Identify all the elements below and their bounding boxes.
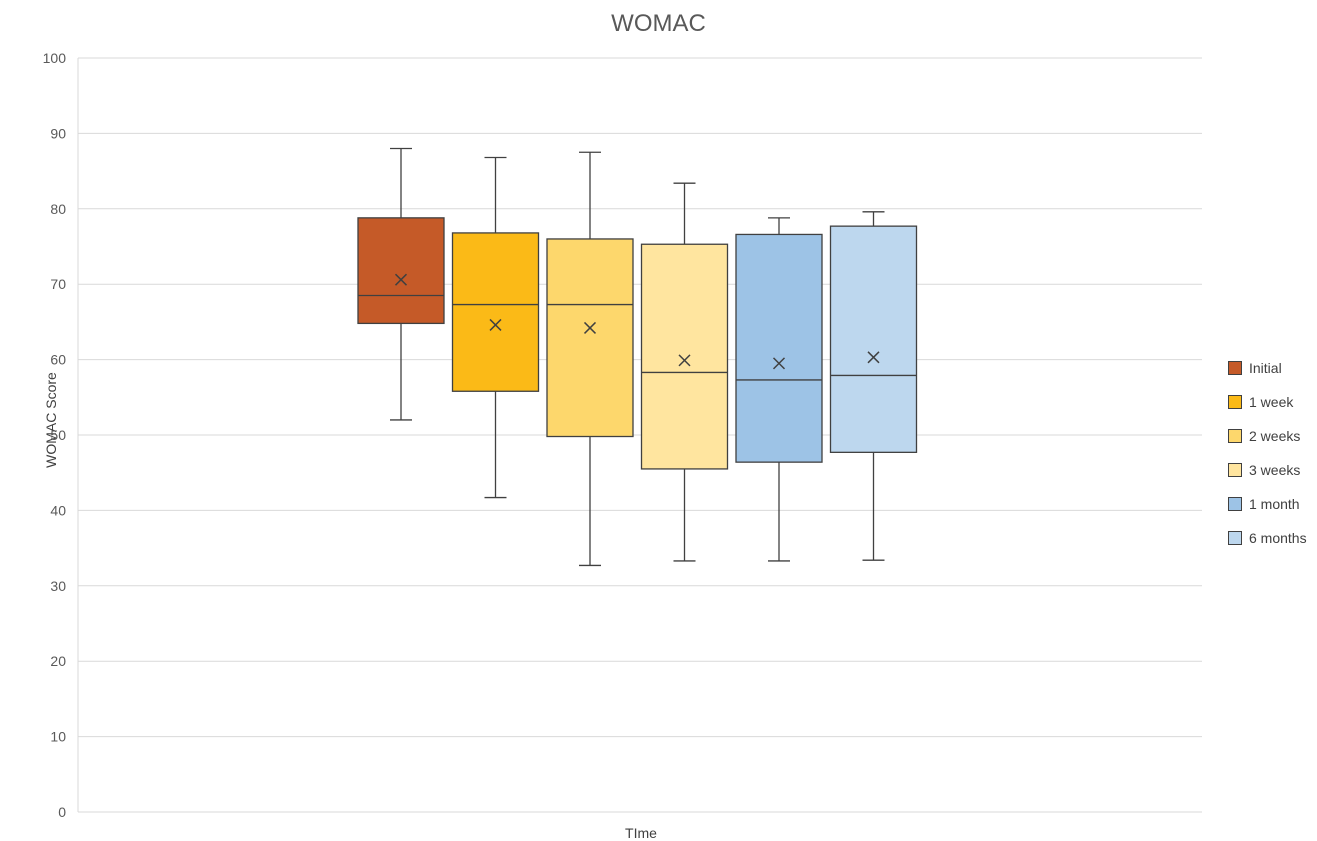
- mean-marker: [678, 354, 691, 367]
- box: [735, 233, 823, 463]
- box: [451, 232, 540, 392]
- chart-title: WOMAC: [611, 10, 706, 37]
- legend-swatch: [1228, 361, 1242, 375]
- x-axis-title: TIme: [625, 825, 657, 841]
- legend-item: 1 month: [1228, 487, 1307, 521]
- y-tick-label: 40: [50, 502, 66, 518]
- legend-item: 2 weeks: [1228, 419, 1307, 453]
- y-tick-label: 20: [50, 653, 66, 669]
- y-tick-label: 50: [50, 427, 66, 443]
- mean-marker: [583, 321, 597, 334]
- y-tick-label: 100: [43, 50, 67, 66]
- legend-label: 3 weeks: [1249, 462, 1301, 478]
- legend-label: 2 weeks: [1249, 428, 1301, 444]
- legend-label: 1 week: [1249, 394, 1294, 410]
- legend-swatch: [1228, 497, 1242, 511]
- legend-label: 1 month: [1249, 496, 1300, 512]
- box: [640, 243, 729, 470]
- box: [357, 217, 445, 325]
- legend-item: 3 weeks: [1228, 453, 1307, 487]
- legend-swatch: [1228, 531, 1242, 545]
- y-tick-label: 60: [50, 352, 66, 368]
- y-tick-label: 30: [50, 578, 66, 594]
- legend-item: 1 week: [1228, 385, 1307, 419]
- legend-item: Initial: [1228, 351, 1307, 385]
- y-tick-label: 0: [58, 804, 66, 820]
- legend-swatch: [1228, 395, 1242, 409]
- mean-marker: [772, 357, 786, 370]
- mean-marker: [867, 351, 880, 364]
- legend-label: Initial: [1249, 360, 1282, 376]
- legend: Initial 1 week 2 weeks 3 weeks 1 month 6 mont…: [1228, 351, 1307, 555]
- y-tick-label: 80: [50, 201, 66, 217]
- legend-swatch: [1228, 463, 1242, 477]
- legend-swatch: [1228, 429, 1242, 443]
- y-tick-label: 10: [50, 729, 66, 745]
- box: [829, 225, 918, 453]
- y-tick-label: 70: [50, 276, 66, 292]
- mean-marker: [394, 273, 408, 286]
- legend-item: 6 months: [1228, 521, 1307, 555]
- y-tick-label: 90: [50, 125, 66, 141]
- legend-label: 6 months: [1249, 530, 1307, 546]
- box: [546, 238, 634, 438]
- mean-marker: [489, 318, 502, 331]
